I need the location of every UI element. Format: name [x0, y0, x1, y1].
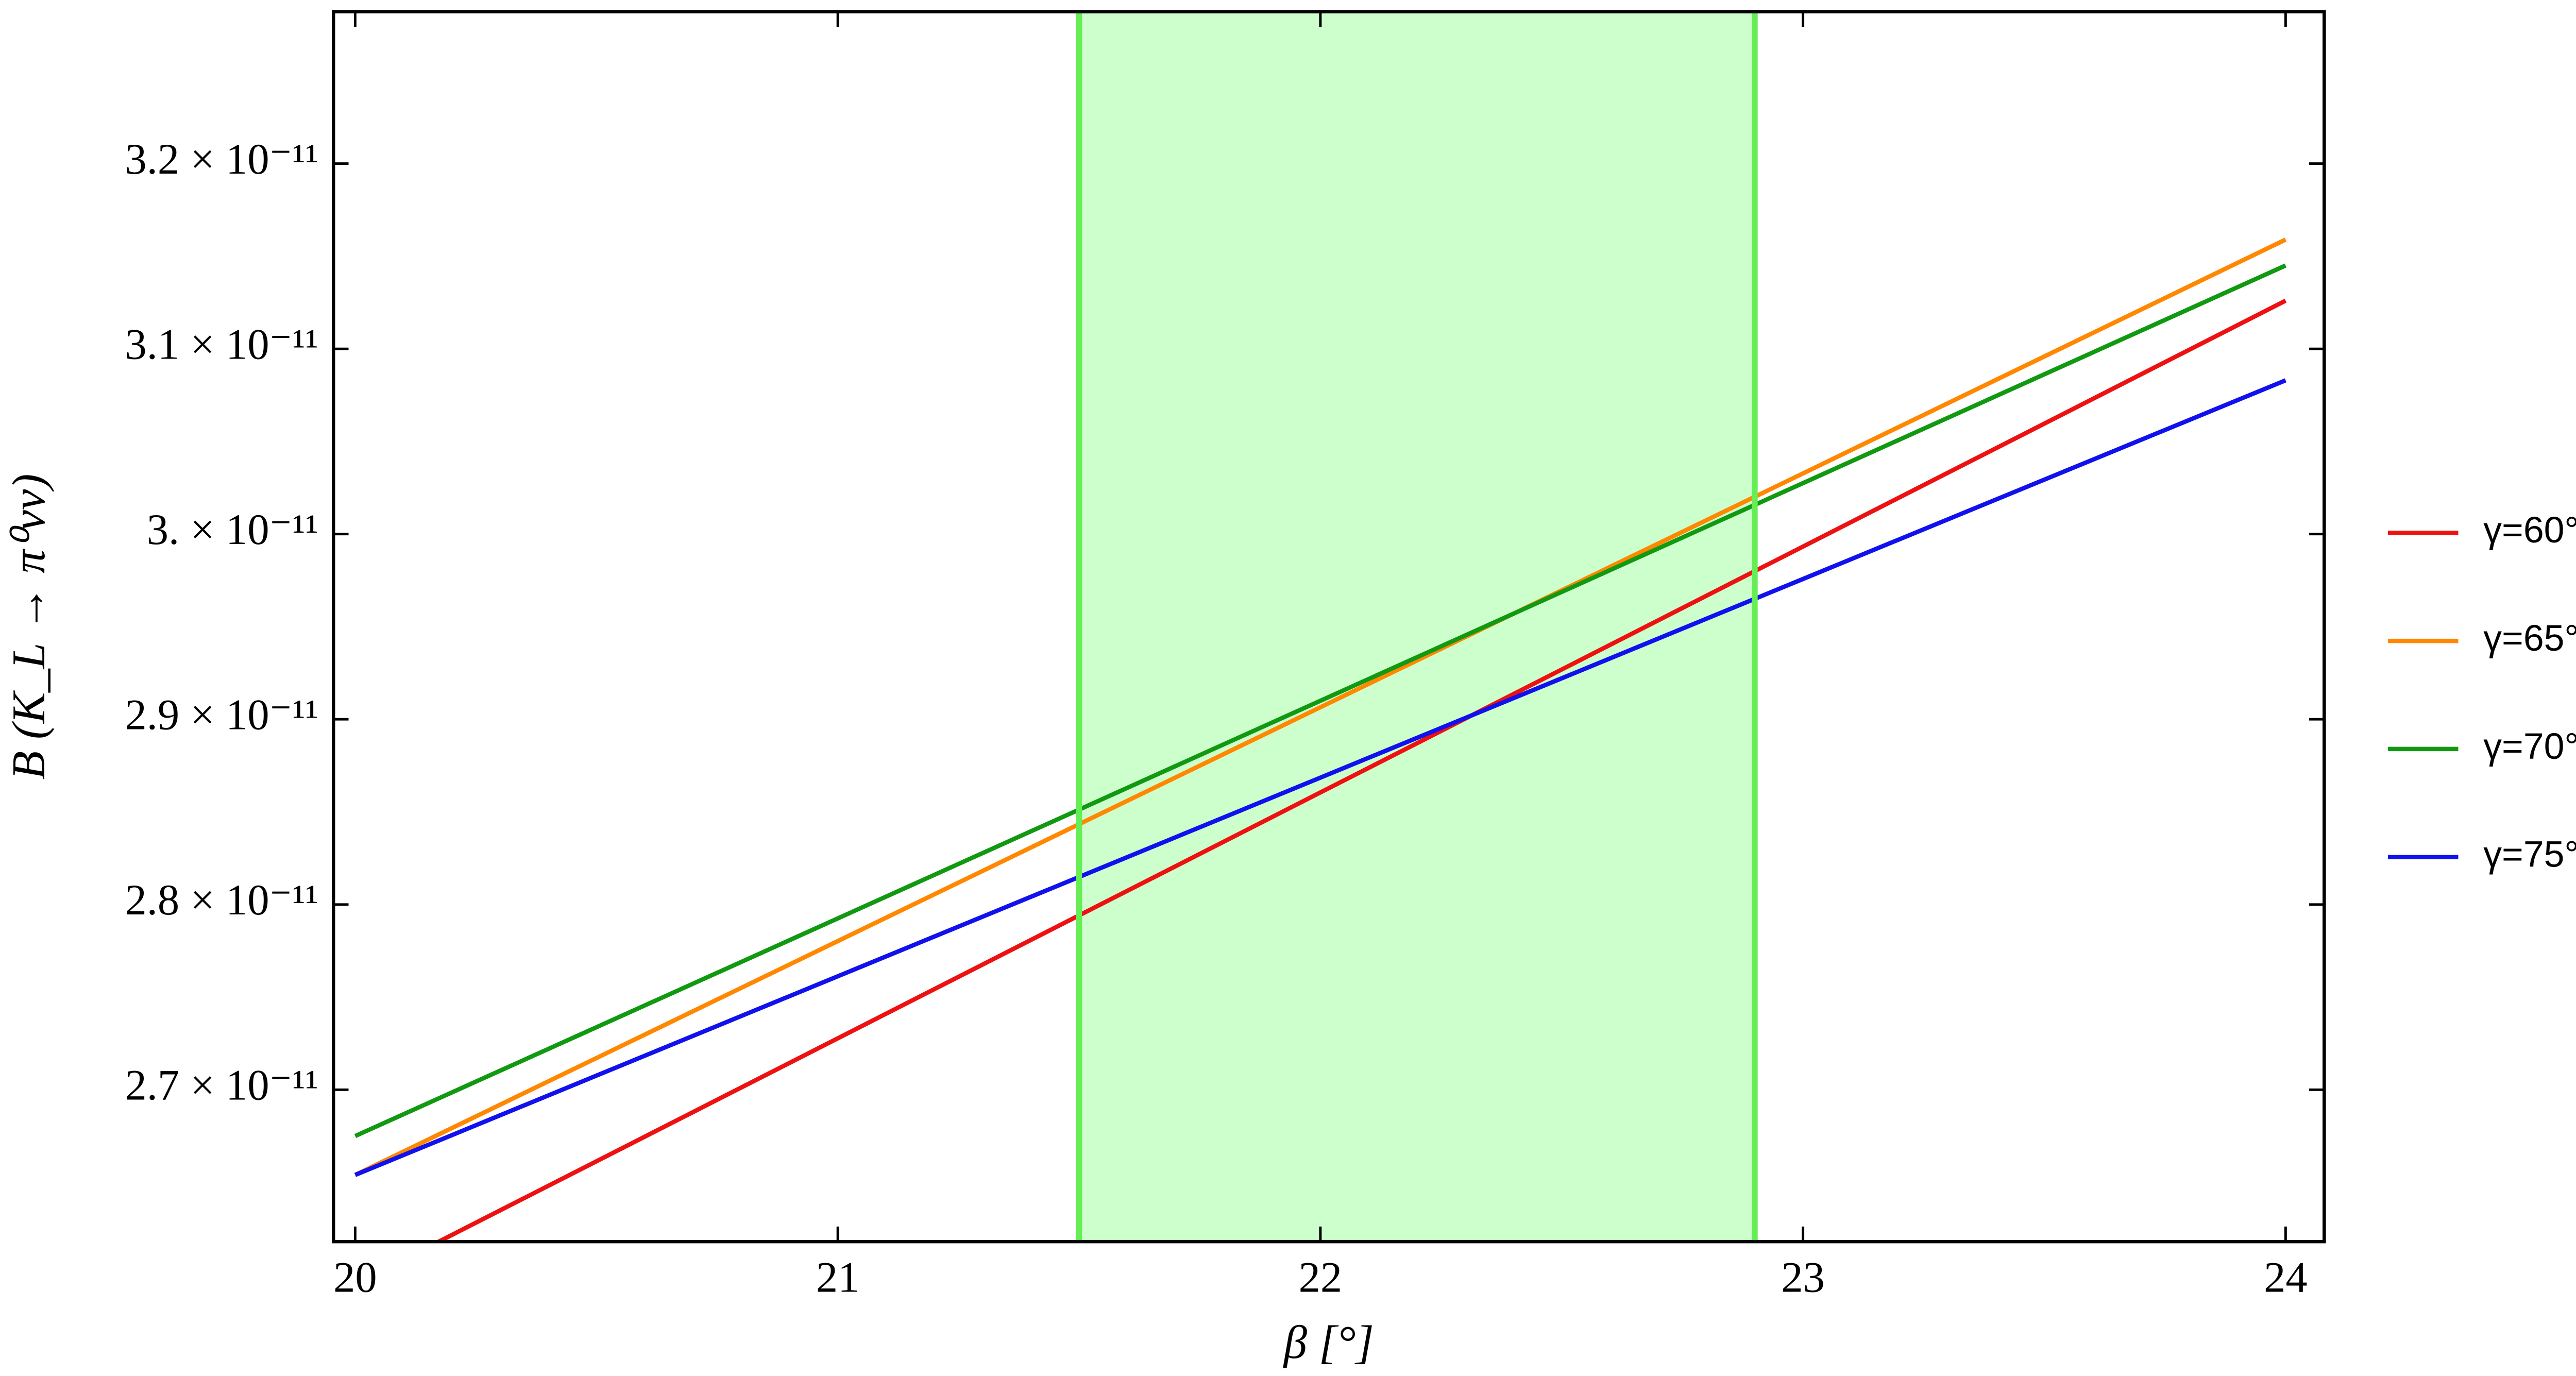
series-line — [354, 237, 2287, 1177]
y-tick-label: 3.2 × 10⁻¹¹ — [125, 135, 318, 183]
x-tick-label: 22 — [1299, 1254, 1343, 1302]
x-axis-label: β [°] — [1283, 1316, 1374, 1368]
shaded-band — [1079, 11, 1755, 1242]
x-tick-label: 21 — [816, 1254, 860, 1302]
legend-label: γ=65° — [2483, 618, 2576, 659]
plot-area — [354, 11, 2287, 1242]
legend-label: γ=60° — [2483, 509, 2576, 551]
y-tick-label: 2.9 × 10⁻¹¹ — [125, 691, 318, 739]
x-tick-label: 23 — [1781, 1254, 1825, 1302]
y-tick-label: 3. × 10⁻¹¹ — [147, 506, 318, 554]
plot-frame — [332, 10, 2326, 1244]
series-line — [354, 263, 2287, 1139]
series-line — [354, 378, 2286, 1177]
series-line — [434, 298, 2287, 1242]
legend-label: γ=75° — [2483, 834, 2576, 875]
y-tick-label: 2.8 × 10⁻¹¹ — [125, 876, 318, 924]
y-tick-label: 2.7 × 10⁻¹¹ — [125, 1062, 318, 1110]
x-tick-label: 24 — [2264, 1254, 2308, 1302]
y-axis-label: B (K_L → π⁰νν) — [3, 474, 55, 780]
y-tick-label: 3.1 × 10⁻¹¹ — [125, 321, 318, 369]
legend-label: γ=70° — [2483, 726, 2576, 767]
x-tick-label: 20 — [333, 1254, 377, 1302]
